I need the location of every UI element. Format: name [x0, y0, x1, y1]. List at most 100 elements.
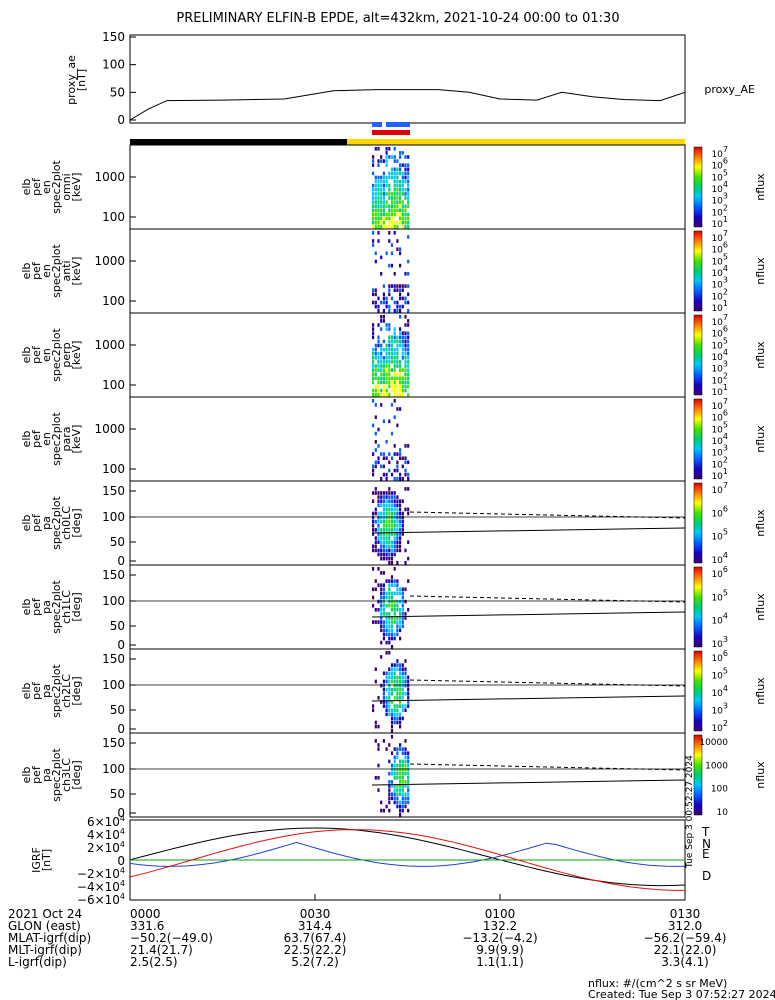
spectrogram-cell [390, 167, 394, 172]
spectrogram-cell [385, 200, 388, 204]
spectrogram-cell [407, 444, 410, 448]
footer-row-label: 2021 Oct 24 [8, 907, 82, 921]
spectrogram-cell [377, 620, 380, 624]
spectrogram-cell [390, 679, 394, 684]
spectrogram-cell [399, 515, 402, 520]
spectrogram-cell [390, 599, 394, 604]
colorbar-tick-label: 102 [711, 719, 728, 734]
proxy-ae-tick-label: 0 [117, 113, 125, 127]
spectrogram-cell [380, 372, 383, 376]
spectrogram-cell [396, 360, 399, 364]
spectrogram-cell [377, 519, 380, 524]
spectrogram-cell [382, 700, 385, 704]
spectrogram-cell [404, 351, 407, 356]
spectrogram-cell [388, 515, 391, 520]
y-label-line: spec2plot [50, 664, 63, 718]
spectrogram-cell [399, 720, 402, 725]
spectrogram-cell [388, 204, 391, 208]
spectrogram-cell [396, 247, 399, 251]
spectrogram-cell [377, 515, 380, 520]
spectrogram-cell [372, 372, 375, 376]
spectrogram-cell [401, 603, 404, 608]
status-bars [130, 122, 685, 145]
spectrogram-cell [372, 567, 375, 571]
colorbar-tick-label: 105 [711, 528, 728, 543]
spectrogram-cell [388, 595, 391, 600]
spectrogram-cell [393, 159, 396, 163]
spectrogram-cell [382, 464, 385, 469]
spectrogram-cell [374, 487, 377, 491]
spectrogram-cell [407, 679, 410, 684]
spectrogram-cell [385, 163, 388, 167]
spectrogram-cell [388, 304, 391, 309]
spectrogram-cell [404, 163, 407, 167]
spectrogram-cell [388, 780, 391, 784]
spectrogram-cell [390, 200, 394, 204]
spectrogram-cell [404, 671, 407, 676]
spectrogram-cell [382, 608, 385, 612]
spectrogram-cell [385, 183, 388, 188]
spectrogram-cell [393, 755, 396, 760]
spectrogram-cell [374, 251, 377, 256]
spectrogram-cell [401, 388, 404, 393]
spectrogram-cell [388, 231, 391, 235]
spectrogram-cell [377, 204, 380, 208]
spectrogram-cell [388, 495, 391, 499]
spectrogram-cell [372, 159, 375, 163]
panel-tick-label: 100 [102, 210, 125, 224]
spectrogram-cell [377, 179, 380, 184]
spectrogram-cell [377, 183, 380, 188]
spectrogram-cell [390, 171, 394, 176]
spectrogram-cell [374, 460, 377, 465]
spectrogram-cell [404, 356, 407, 360]
y-label-line: spec2plot [50, 244, 63, 298]
spectrogram-cell [401, 183, 404, 188]
spectrogram-cell [372, 499, 375, 503]
y-label-line: [deg] [70, 508, 83, 537]
spectrogram-cell [407, 800, 410, 805]
colorbar-perp [693, 314, 703, 396]
spectrogram-cell [396, 712, 399, 717]
spectrogram-cell [382, 511, 385, 516]
spectrogram-cell [372, 491, 375, 495]
spectrogram-cell [388, 452, 391, 456]
spectrogram-cell [399, 692, 402, 696]
spectrogram-cell [380, 583, 383, 587]
spectrogram-cell [385, 380, 388, 385]
spectrogram-cell [404, 300, 407, 305]
spectrogram-cell [404, 616, 407, 620]
spectrogram-cell [404, 667, 407, 671]
spectrogram-cell [393, 675, 396, 680]
spectrogram-cell [399, 724, 402, 729]
igrf-tick-label: −6×104 [77, 892, 125, 907]
spectrogram-cell [380, 388, 383, 393]
spectrogram-cell [396, 300, 399, 305]
colorbar-tick-label: 107 [711, 481, 728, 496]
colorbar-tick-label: 106 [711, 565, 728, 580]
spectrogram-cell [401, 759, 404, 764]
spectrogram-cell [393, 608, 396, 612]
spectrogram-cell [404, 347, 407, 352]
spectrogram-cell [401, 476, 404, 481]
spectrogram-cell [399, 716, 402, 721]
spectrogram-cell [390, 511, 394, 516]
spectrogram-cell [399, 407, 402, 411]
spectrogram-cell [399, 499, 402, 503]
spectrogram-cell [372, 524, 375, 528]
spectrogram-cell [374, 372, 377, 376]
spectrogram-cell [407, 155, 410, 159]
spectrogram-cell [399, 188, 402, 192]
spectrogram-cell [393, 567, 396, 571]
spectrogram-cell [372, 603, 375, 608]
spectrogram-cell [388, 175, 391, 180]
spectrogram-cell [393, 603, 396, 608]
spectrogram-cell [390, 712, 394, 717]
spectrogram-cell [401, 776, 404, 780]
y-label-line: elb [20, 683, 33, 700]
y-label-line: pef [30, 429, 43, 448]
spectrogram-cell [401, 464, 404, 469]
spectrogram-cell [388, 339, 391, 344]
spectrogram-cell [396, 407, 399, 411]
spectrogram-cell [390, 700, 394, 704]
